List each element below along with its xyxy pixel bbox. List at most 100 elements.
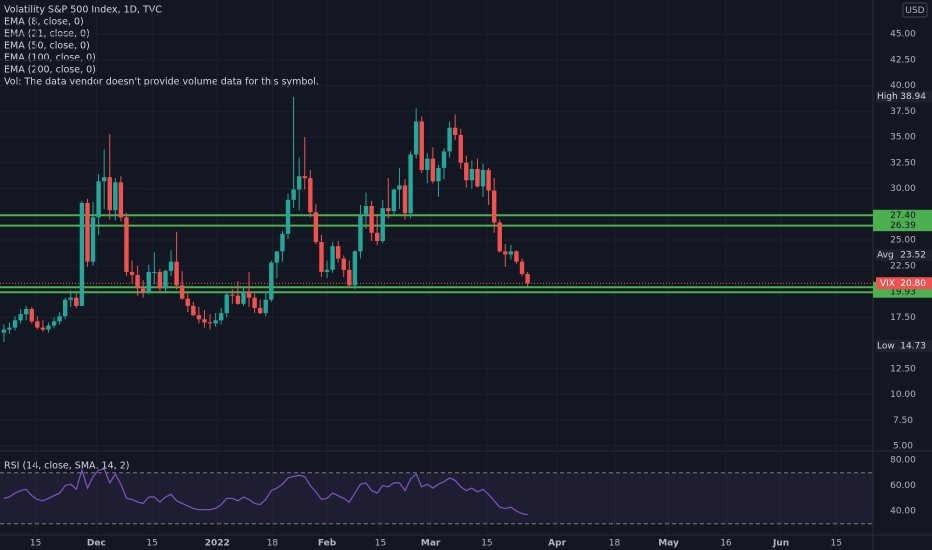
candle-body (413, 121, 419, 155)
candle-body (179, 285, 185, 299)
level-label: 19.93 (890, 288, 916, 298)
candle-body (503, 251, 508, 255)
stat-value: 14.73 (900, 341, 926, 351)
candle-body (7, 327, 12, 330)
candle-body (96, 181, 101, 218)
rsi-tick-label: 80.00 (890, 456, 916, 466)
candle-body (469, 168, 475, 181)
stat-badge (876, 339, 932, 352)
candle-body (447, 127, 452, 152)
candle-body (135, 275, 140, 289)
x-tick-label: 15 (831, 539, 842, 549)
stat-name: High (877, 92, 898, 102)
legend-line: EMA (8, close, 0) (4, 17, 84, 28)
candle-body (74, 297, 79, 306)
x-tick-label: 15 (30, 539, 41, 549)
legend-line: EMA (200, close, 0) (4, 65, 96, 76)
candle-body (207, 322, 213, 324)
candle-body (374, 232, 380, 242)
rsi-band (0, 472, 873, 524)
candle-body (140, 288, 146, 293)
y-tick-label: 12.50 (890, 364, 916, 374)
candle-body (107, 177, 112, 211)
candle-body (347, 269, 352, 286)
x-tick-label: 18 (267, 539, 279, 549)
stat-value: 20.80 (900, 279, 926, 289)
x-tick-label: 15 (146, 539, 157, 549)
currency-button[interactable] (902, 2, 928, 18)
candle-body (386, 208, 391, 212)
candle-body (308, 178, 313, 213)
candle-body (330, 246, 335, 270)
stat-name: Avg (877, 251, 894, 261)
x-tick-label: Feb (318, 539, 337, 549)
candle-body (252, 297, 257, 308)
level-badge (873, 286, 932, 298)
candle-body (118, 182, 124, 218)
level-badge (873, 220, 932, 232)
candle-body (40, 327, 46, 330)
candle-body (519, 261, 525, 274)
candle-body (291, 189, 296, 200)
y-tick-label: 17.50 (890, 313, 916, 323)
candle-body (319, 242, 324, 272)
candle-body (235, 295, 241, 304)
candle-body (335, 246, 341, 259)
y-tick-label: 25.00 (890, 236, 916, 246)
candle-body (241, 291, 246, 304)
x-tick-label: Mar (421, 539, 441, 549)
candle-body (274, 251, 280, 263)
x-tick-label: 2022 (205, 539, 230, 549)
x-tick-label: Jun (772, 539, 789, 549)
level-label: 27.40 (890, 211, 916, 221)
candle-body (497, 222, 502, 252)
candle-body (51, 321, 57, 326)
stat-badge (876, 249, 932, 262)
rsi-tick-label: 60.00 (890, 481, 916, 491)
x-tick-label: Dec (87, 539, 106, 549)
stat-name: Low (877, 341, 895, 351)
candle-body (101, 177, 107, 182)
stat-badge (876, 277, 932, 290)
candle-body (341, 258, 346, 270)
rsi-title: RSI (14, close, SMA, 14, 2) (4, 461, 129, 472)
y-tick-label: 7.50 (893, 416, 913, 426)
candle-body (363, 206, 369, 216)
candle-body (458, 134, 463, 163)
currency[interactable]: USD (905, 6, 924, 16)
candle-body (246, 291, 252, 298)
candle-body (280, 233, 285, 252)
chart-title: Volatility S&P 500 Index, 1D, TVC (4, 5, 162, 16)
candle-body (90, 217, 96, 262)
x-tick-label: 18 (609, 539, 621, 549)
candle-body (263, 299, 268, 314)
y-tick-label: 5.00 (893, 442, 913, 452)
candle-body (79, 202, 85, 306)
x-tick-label: 15 (375, 539, 386, 549)
candle-body (35, 321, 40, 328)
y-tick-label: 42.50 (890, 55, 916, 65)
candle-body (224, 294, 229, 314)
candle-body (296, 176, 302, 190)
candle-body (163, 270, 168, 289)
candle-body (29, 309, 34, 322)
stat-value: 38.94 (900, 92, 926, 102)
x-tick-label: Apr (548, 539, 566, 549)
candle-body (408, 154, 413, 214)
candle-body (157, 271, 163, 289)
candle-body (475, 168, 480, 187)
candle-body (352, 251, 358, 286)
candle-body (402, 185, 408, 214)
candle-body (196, 315, 202, 320)
candle-body (218, 313, 224, 321)
y-tick-label: 30.00 (890, 184, 916, 194)
stat-badge (876, 90, 932, 103)
y-tick-label: 40.00 (890, 81, 916, 91)
rsi-line (3, 468, 528, 516)
y-tick-label: 37.50 (890, 107, 916, 117)
candle-body (436, 167, 441, 182)
legend-line: Vol: The data vendor doesn't provide vol… (4, 77, 319, 88)
legend-line: EMA (50, close, 0) (4, 41, 90, 52)
y-tick-label: 45.00 (890, 30, 916, 40)
candle-body (85, 202, 90, 262)
